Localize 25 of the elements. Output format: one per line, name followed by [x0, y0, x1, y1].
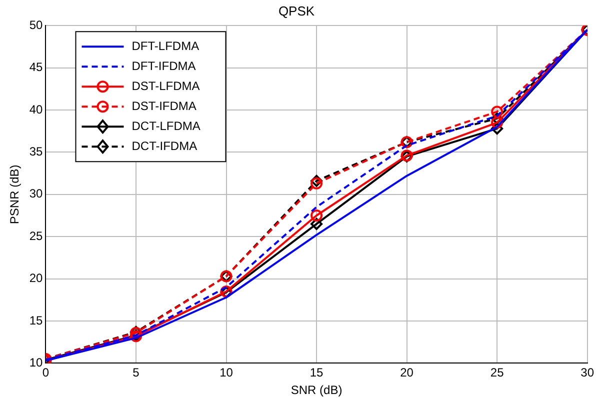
y-tick-label: 45	[29, 60, 44, 74]
legend-label: DST-IFDMA	[132, 98, 196, 113]
legend-label: DFT-LFDMA	[132, 38, 200, 53]
chart-title: QPSK	[278, 3, 315, 18]
x-tick-label: 30	[580, 366, 594, 380]
legend-label: DCT-IFDMA	[132, 138, 198, 153]
y-tick-label: 10	[29, 356, 44, 370]
x-tick-label: 20	[400, 366, 414, 380]
legend-label: DFT-IFDMA	[132, 58, 196, 73]
y-tick-label: 50	[29, 18, 44, 32]
y-tick-label: 30	[29, 186, 44, 201]
x-tick-label: 10	[220, 366, 234, 380]
y-tick-label: 20	[29, 271, 44, 286]
y-axis-title: PSNR (dB)	[8, 164, 22, 224]
y-tick-label: 40	[29, 102, 44, 116]
y-tick-label: 15	[29, 313, 44, 328]
x-tick-label: 25	[490, 366, 504, 380]
x-tick-label: 15	[310, 366, 324, 380]
y-tick-label: 35	[29, 144, 44, 159]
x-tick-label: 0	[42, 366, 50, 380]
y-tick-label: 25	[29, 228, 44, 243]
legend-label: DST-LFDMA	[132, 78, 200, 93]
x-axis-title: SNR (dB)	[290, 383, 342, 398]
x-tick-label: 5	[132, 366, 140, 380]
legend-label: DCT-LFDMA	[132, 118, 200, 133]
